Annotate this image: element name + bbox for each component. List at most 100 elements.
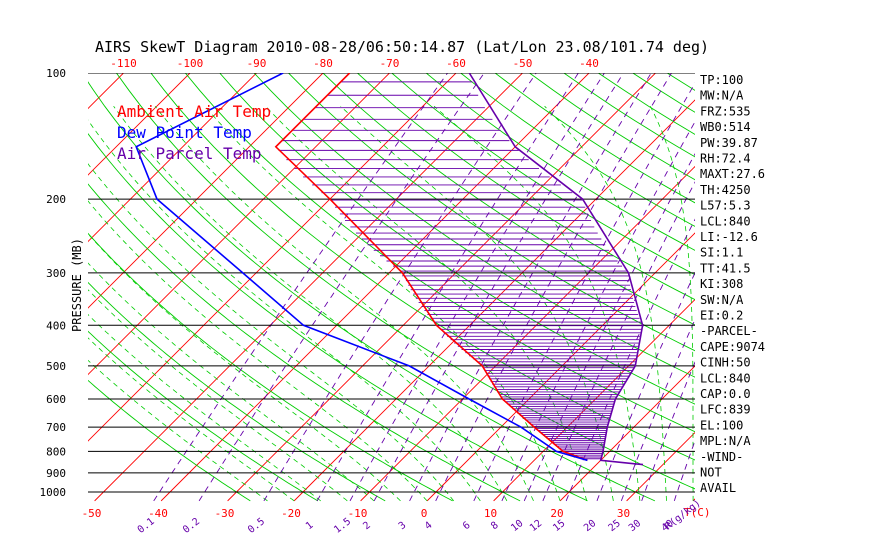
mixing-ratio-line xyxy=(263,73,537,502)
index-entry: SW:N/A xyxy=(700,293,744,307)
pressure-tick-label: 600 xyxy=(46,393,66,406)
mixing-ratio-tick-label: 25 xyxy=(607,518,623,534)
isotherm-line xyxy=(94,73,523,502)
moist-adiabat-line xyxy=(88,163,455,502)
top-temp-tick-label: -50 xyxy=(513,57,533,70)
index-entry: MW:N/A xyxy=(700,89,744,103)
isotherm-line xyxy=(88,73,324,309)
legend-entry: Dew Point Temp xyxy=(117,123,252,142)
dry-adiabat-line xyxy=(666,73,695,91)
dry-adiabat-line xyxy=(322,73,695,326)
top-temp-tick-label: -60 xyxy=(446,57,466,70)
pressure-tick-label: 100 xyxy=(46,67,66,80)
mixing-ratio-tick-label: 6 xyxy=(461,520,473,532)
pressure-tick-label: 300 xyxy=(46,267,66,280)
index-entry: NOT xyxy=(700,466,722,480)
top-temp-tick-label: -100 xyxy=(177,57,204,70)
top-temp-tick-label: -40 xyxy=(579,57,599,70)
mixing-ratio-tick-label: 10 xyxy=(509,518,525,534)
moist-adiabat-line xyxy=(544,105,667,501)
pressure-tick-label: 500 xyxy=(46,360,66,373)
sounding-curves xyxy=(135,73,644,466)
mixing-ratio-line xyxy=(316,73,579,502)
isotherm-line xyxy=(493,298,695,502)
isotherm-line xyxy=(160,73,590,502)
moist-adiabat-line xyxy=(88,289,348,502)
isotherm-line xyxy=(88,73,457,442)
air-parcel-tempcurve xyxy=(468,73,644,466)
mixing-ratio-line xyxy=(596,271,695,502)
index-entry: LFC:839 xyxy=(700,403,751,417)
bottom-temp-tick-label: -40 xyxy=(148,507,168,520)
pressure-tick-label: 400 xyxy=(46,319,66,332)
moist-adiabat-line xyxy=(88,119,481,502)
moist-adiabat-line xyxy=(154,105,534,502)
dry-adiabat-line xyxy=(150,73,695,461)
index-entry: -PARCEL- xyxy=(700,324,758,338)
index-entry: AVAIL xyxy=(700,481,736,495)
isotherm-line xyxy=(88,73,390,376)
mixing-ratio-line xyxy=(153,73,448,502)
y-axis-label: PRESSURE (MB) xyxy=(70,238,84,332)
moist-adiabat-line xyxy=(88,262,375,502)
dry-adiabat-line xyxy=(88,232,453,502)
top-temp-tick-label: -90 xyxy=(247,57,267,70)
pressure-tick-label: 900 xyxy=(46,467,66,480)
index-entry: FRZ:535 xyxy=(700,104,751,118)
dry-adiabat-line xyxy=(88,81,656,502)
bottom-temp-tick-label: -20 xyxy=(281,507,301,520)
legend-entry: Air Parcel Temp xyxy=(117,144,262,163)
bottom-temp-tick-label: 10 xyxy=(484,507,497,520)
bottom-temp-tick-label: -10 xyxy=(348,507,368,520)
mixing-ratio-tick-label: 12 xyxy=(528,518,544,534)
index-entry: SI:1.1 xyxy=(700,246,743,260)
moist-adiabat-line xyxy=(88,200,428,502)
legend: Ambient Air Temp Dew Point Temp Air Parcel… xyxy=(117,102,271,163)
isotherm-line xyxy=(293,99,695,502)
top-temp-tick-label: -110 xyxy=(110,57,137,70)
index-entry: EI:0.2 xyxy=(700,309,743,323)
mixing-ratio-tick-label: 30 xyxy=(627,518,643,534)
dry-adiabat-line xyxy=(88,183,521,502)
index-entry: WB0:514 xyxy=(700,120,751,134)
moist-adiabat-line xyxy=(88,359,268,502)
dry-adiabat-line xyxy=(88,330,319,502)
dry-adiabat-line xyxy=(288,73,695,352)
bottom-temp-tick-label: -30 xyxy=(215,507,235,520)
mixing-ratio-line xyxy=(409,73,652,502)
dry-adiabat-line xyxy=(219,73,695,405)
isotherm-line xyxy=(559,365,695,502)
moist-adiabat-line xyxy=(265,105,588,501)
top-temp-tick-label: -70 xyxy=(380,57,400,70)
index-entry: MPL:N/A xyxy=(700,434,751,448)
moist-adiabat-line xyxy=(649,106,694,501)
index-entry: CAP:0.0 xyxy=(700,387,751,401)
index-entry: MAXT:27.6 xyxy=(700,167,765,181)
moist-adiabat-line xyxy=(88,233,401,502)
mixing-ratio-line xyxy=(349,73,605,502)
mixing-ratio-line xyxy=(198,73,485,502)
index-entry: L57:5.3 xyxy=(700,199,751,213)
index-entry: CAPE:9074 xyxy=(700,340,765,354)
mixing-ratio-tick-label: 8 xyxy=(489,520,501,532)
bottom-temp-tick-label: 0 xyxy=(421,507,428,520)
x-axis-label: T(C) xyxy=(684,506,711,519)
index-entry: CINH:50 xyxy=(700,356,751,370)
bottom-temp-tick-label: 20 xyxy=(550,507,563,520)
dry-adiabat-line xyxy=(357,73,695,301)
dry-adiabat-line xyxy=(253,73,695,378)
pressure-tick-label: 200 xyxy=(46,193,66,206)
cape-hatching xyxy=(278,81,643,460)
moist-adiabat-line xyxy=(88,337,295,502)
isotherm-line xyxy=(0,73,57,501)
moist-adiabat-line xyxy=(433,105,641,501)
index-entry: RH:72.4 xyxy=(700,152,751,166)
isotherm-line xyxy=(760,73,870,501)
mixing-ratio-tick-label: 1 xyxy=(304,520,316,532)
mixing-ratio-tick-label: 3 xyxy=(397,520,409,532)
chart-title: AIRS SkewT Diagram 2010-08-28/06:50:14.8… xyxy=(95,38,709,56)
bottom-temp-tick-label: -50 xyxy=(82,507,102,520)
mixing-ratio-tick-label: 2 xyxy=(361,520,373,532)
